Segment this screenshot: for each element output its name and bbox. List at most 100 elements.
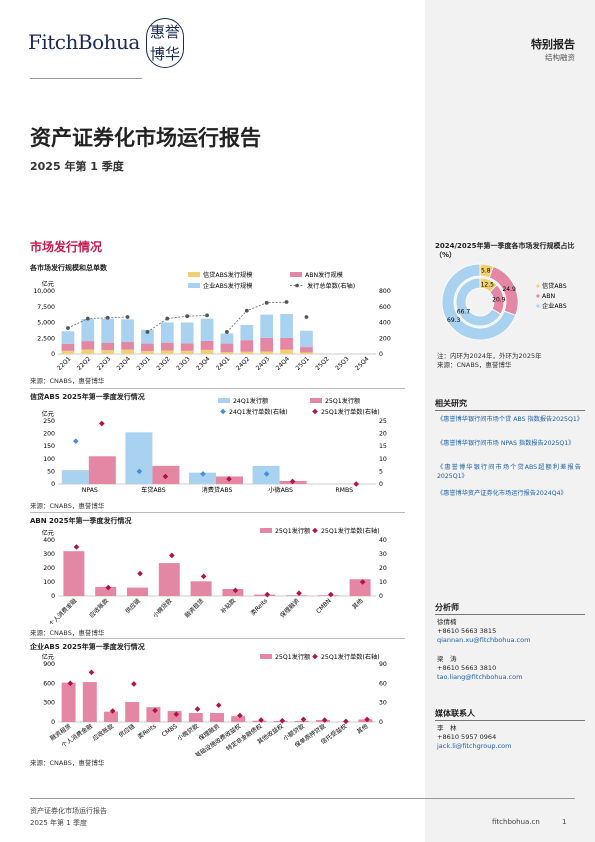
analyst-email[interactable]: tao.liang@fitchbohua.com <box>437 673 523 681</box>
marker-25q1-count <box>300 716 307 723</box>
legend-label: 25Q1发行额 <box>275 653 311 661</box>
slice-label: 24.9 <box>502 286 516 293</box>
x-tick-label: 个人消费金融 <box>47 597 78 624</box>
bar-segment <box>240 351 254 354</box>
x-tick-label: 23Q4 <box>195 355 212 370</box>
bar-segment <box>141 351 154 354</box>
footer-site[interactable]: fitchbohua.cn <box>492 818 540 826</box>
y-tick-label: 0 <box>51 593 55 600</box>
chart2-title: 信贷ABS 2025年第一季度发行情况 <box>30 393 145 401</box>
y-tick-label: 0 <box>51 719 55 726</box>
y-tick-label: 300 <box>43 551 55 558</box>
bar-segment <box>121 342 134 350</box>
legend-marker <box>536 284 540 288</box>
y-tick-label: 0 <box>51 481 55 488</box>
analyst-phone: +8610 5663 3815 <box>437 627 497 635</box>
bar-segment <box>101 342 115 351</box>
bar-25q1 <box>95 586 117 596</box>
marker-25q1-count <box>105 584 112 591</box>
x-tick-label: NPAS <box>82 487 98 494</box>
bar-segment <box>220 333 234 344</box>
bar-25q1 <box>222 589 244 596</box>
donut-slice <box>441 263 517 341</box>
legend-swatch <box>260 528 272 533</box>
footer-period: 2025 年第 1 季度 <box>30 819 87 827</box>
analyst-name: 梁 涛 <box>437 655 457 663</box>
legend-label: 信贷ABS发行规模 <box>203 271 252 279</box>
bar-segment <box>180 322 194 344</box>
y2-tick-label: 30 <box>379 551 387 558</box>
y-tick-label: 600 <box>43 680 55 687</box>
legend-marker <box>312 653 318 660</box>
related-link[interactable]: 《惠誉博华银行间市场 NPAS 指数报告2025Q1》 <box>437 440 575 447</box>
y2-tick-label: 40 <box>379 537 387 544</box>
bar-segment <box>121 319 134 343</box>
media-email[interactable]: jack.li@fitchgroup.com <box>437 742 512 750</box>
y2-tick-label: 0 <box>379 351 383 358</box>
line-point <box>284 300 289 304</box>
y-tick-label: 100 <box>43 456 55 463</box>
bar-segment <box>220 352 234 354</box>
x-tick-label: 供应链 <box>117 722 136 739</box>
x-tick-label: 其他 <box>350 597 364 611</box>
bar-25q1 <box>61 682 76 722</box>
bar-25q1 <box>127 587 148 596</box>
bar-segment <box>81 349 95 354</box>
line-point <box>264 300 269 305</box>
bar-25q1 <box>254 594 276 596</box>
bar-segment <box>180 350 194 354</box>
media-contact-heading: 媒体联系人 <box>435 709 475 718</box>
bar-25q1 <box>104 711 118 722</box>
related-link[interactable]: 《惠誉博华资产证券化市场运行报告2024Q4》 <box>437 490 567 497</box>
bar-segment <box>160 350 174 354</box>
slice-label: 12.5 <box>481 281 495 288</box>
bar-segment <box>101 350 115 354</box>
chart4-title: 企业ABS 2025年第一季度发行情况 <box>30 643 145 651</box>
bar-25q1 <box>210 712 224 722</box>
x-tick-label: 类Reits <box>136 722 158 740</box>
chart3-title: ABN 2025年第一季度发行情况 <box>30 517 132 525</box>
y-tick-label: 300 <box>43 700 55 707</box>
bar-segment <box>160 342 174 351</box>
legend-label: 企业ABS <box>542 302 567 310</box>
footer-report-name: 资产证券化市场运行报告 <box>30 807 107 815</box>
x-tick-label: 23Q1 <box>135 355 152 370</box>
x-tick-label: 22Q2 <box>76 355 93 370</box>
bar-segment <box>101 318 115 343</box>
analyst-email[interactable]: qiannan.xu@fitchbohua.com <box>437 636 531 644</box>
line-series <box>67 316 128 329</box>
divider <box>30 638 405 639</box>
bar-segment <box>81 341 95 350</box>
y2-tick-label: 20 <box>379 431 387 438</box>
legend-swatch <box>260 654 272 659</box>
line-point <box>145 330 150 334</box>
x-tick-label: 22Q3 <box>96 355 113 370</box>
chart3-source: 来源：CNABS，惠誉博华 <box>30 629 105 637</box>
marker-25q1-count <box>321 717 328 723</box>
related-link[interactable]: 《惠誉博华银行间市场个贷ABS超额利差报告2025Q1》 <box>437 464 581 480</box>
legend-swatch <box>188 272 200 277</box>
media-contact-card: 李 林 +8610 5957 0964 jack.li@fitchgroup.c… <box>437 724 511 751</box>
page-number: 1 <box>562 818 567 826</box>
x-tick-label: CMBN <box>315 597 333 615</box>
y2-tick-label: 60 <box>379 680 387 687</box>
bar-25q1 <box>252 720 267 722</box>
y2-tick-label: 600 <box>379 304 391 311</box>
slice-label: 69.3 <box>447 317 461 324</box>
y-tick-label: 100 <box>43 579 55 586</box>
y2-tick-label: 90 <box>379 661 387 668</box>
line-point <box>105 315 110 320</box>
marker-25q1-count <box>200 573 207 580</box>
bar-24q1 <box>189 472 216 484</box>
marker-25q1-count <box>353 481 359 487</box>
marker-25q1-count <box>137 570 143 577</box>
related-research-heading: 相关研究 <box>435 399 467 408</box>
y-tick-label: 250 <box>43 418 55 425</box>
bar-segment <box>260 337 274 352</box>
donut-slice <box>455 277 502 327</box>
divider <box>435 614 585 615</box>
related-link[interactable]: 《惠誉博华银行间市场个贷 ABS 指数报告2025Q1》 <box>437 416 583 423</box>
pie-title: 2024/2025年第一季度各市场发行规模占比（%） <box>435 242 575 259</box>
y-tick-label: 150 <box>43 443 55 450</box>
y2-tick-label: 10 <box>379 579 387 586</box>
